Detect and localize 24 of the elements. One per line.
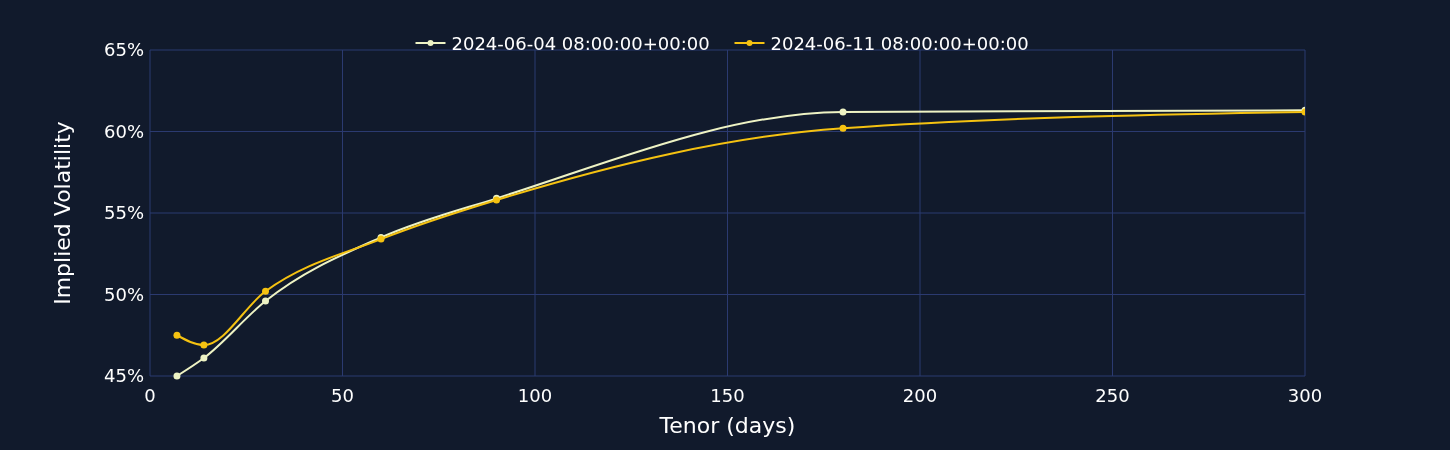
y-tick-label: 60%: [103, 120, 144, 142]
point: [173, 372, 181, 380]
point: [839, 108, 847, 116]
x-axis-title: Tenor (days): [658, 413, 796, 438]
x-tick-label: 0: [144, 385, 156, 406]
point: [262, 297, 269, 305]
x-tick-label: 150: [710, 385, 745, 406]
y-tick-label: 55%: [103, 202, 144, 223]
y-tick-label: 65%: [103, 39, 144, 60]
y-tick-label: 50%: [103, 283, 144, 305]
legend-label: 2024-06-04 08:00:00+00:00: [451, 33, 710, 54]
y-tick-label: 45%: [103, 365, 144, 386]
x-tick-label: 200: [902, 385, 938, 406]
point: [262, 287, 269, 295]
y-axis-title: Implied Volatility: [50, 121, 75, 305]
point: [839, 124, 847, 132]
point: [173, 331, 181, 339]
legend-label: 2024-06-11 08:00:00+00:00: [770, 33, 1029, 54]
x-tick-label: 250: [1095, 385, 1130, 406]
x-tick-label: 100: [517, 385, 553, 406]
point: [200, 354, 208, 362]
point: [200, 341, 208, 349]
x-tick-label: 50: [331, 385, 354, 406]
x-tick-label: 300: [1287, 385, 1323, 406]
